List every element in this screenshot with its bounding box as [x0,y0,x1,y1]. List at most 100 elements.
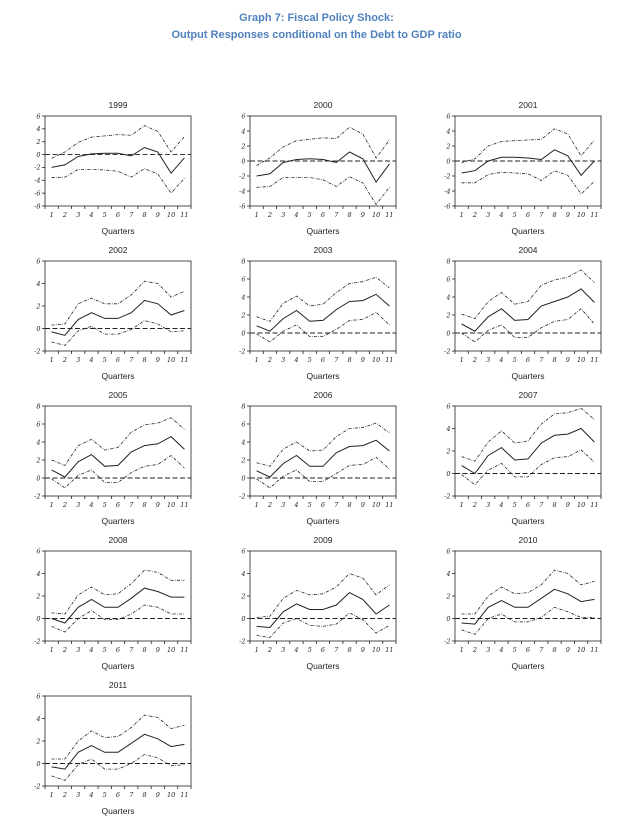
y-tick-label: 6 [36,547,40,555]
y-tick-label: -2 [34,164,40,172]
y-tick-label: -2 [34,782,40,790]
upper-band-line [256,573,390,618]
x-tick-label: 10 [577,356,585,364]
y-tick-label: 6 [36,420,40,428]
x-tick-label: 11 [180,646,188,654]
chart-panel-2007: 2007 6 4 2 0 -2 1 2 3 4 5 6 7 8 9 10 11 Quarters [418,389,623,534]
x-tick-label: 7 [129,791,134,799]
x-tick-label: 11 [180,356,188,364]
y-axis: 6 4 2 0 -2 [34,692,45,790]
x-tick-label: 7 [334,501,339,509]
x-tick-label: 7 [539,356,544,364]
x-tick-label: 9 [361,356,365,364]
plot-frame [249,405,397,497]
x-axis-title: Quarters [511,226,545,236]
x-tick-label: 4 [88,356,93,364]
y-tick-label: 4 [35,125,40,133]
chart-year-label: 2006 [313,390,333,400]
figure-title-line1: Graph 7: Fiscal Policy Shock: [239,12,394,24]
plot-area: 8 6 4 2 0 -2 1 2 3 4 5 6 7 8 9 10 11 [431,256,609,370]
x-tick-label: 8 [552,646,556,654]
x-tick-label: 3 [76,356,80,364]
x-tick-label: 3 [281,646,285,654]
y-tick-label: 0 [446,329,450,337]
x-tick-label: 10 [372,646,380,654]
x-axis: 1 2 3 4 5 6 7 8 9 10 11 [249,351,397,364]
lower-band-line [256,456,390,489]
y-axis: 8 6 4 2 0 -2 [34,402,45,500]
y-tick-label: 0 [241,329,245,337]
upper-band-line [256,422,390,467]
x-tick-label: 4 [498,356,503,364]
x-axis-title: Quarters [511,516,545,526]
x-axis-title: Quarters [101,226,135,236]
x-tick-label: 5 [513,501,517,509]
x-tick-label: 9 [566,646,570,654]
y-tick-label: -2 [239,637,245,645]
x-tick-label: 6 [321,501,325,509]
x-tick-label: 4 [293,501,298,509]
plot-area: 6 4 2 0 -2 -4 -6 -8 1 2 3 4 5 6 7 8 9 10 11 [21,111,199,225]
x-tick-label: 3 [486,646,490,654]
x-tick-label: 10 [577,646,585,654]
lower-band-line [256,311,390,343]
plot-area: 6 4 2 0 -2 1 2 3 4 5 6 7 8 9 10 11 [21,256,199,370]
x-tick-label: 8 [142,211,146,219]
x-axis: 1 2 3 4 5 6 7 8 9 10 11 [454,206,602,219]
x-tick-label: 9 [156,646,160,654]
y-tick-label: 0 [446,157,450,165]
x-tick-label: 8 [347,356,351,364]
x-tick-label: 7 [334,356,339,364]
x-tick-label: 2 [62,211,67,219]
chart-panel-2004: 2004 8 6 4 2 0 -2 1 2 3 4 5 6 7 8 9 10 11 Quarters [418,244,623,389]
y-axis: 6 4 2 0 -2 -4 -6 [239,112,250,210]
x-tick-label: 1 [50,501,54,509]
plot-area: 6 4 2 0 -2 1 2 3 4 5 6 7 8 9 10 11 [21,546,199,660]
x-tick-label: 8 [347,646,351,654]
y-tick-label: -2 [444,172,450,180]
y-tick-label: 4 [445,570,450,578]
response-line [461,149,595,177]
y-tick-label: 2 [445,142,450,150]
x-tick-label: 1 [255,356,259,364]
upper-band-line [461,569,595,615]
x-tick-label: 4 [293,211,298,219]
x-tick-label: 5 [103,501,107,509]
plot-area: 6 4 2 0 -2 -4 -6 1 2 3 4 5 6 7 8 9 10 11 [226,111,404,225]
y-axis: 8 6 4 2 0 -2 [239,402,250,500]
chart-panel-2005: 2005 8 6 4 2 0 -2 1 2 3 4 5 6 7 8 9 10 11 Quarters [8,389,213,534]
x-axis-title: Quarters [101,516,135,526]
y-tick-label: 2 [35,302,40,310]
y-tick-label: 0 [241,615,245,623]
x-axis-title: Quarters [101,661,135,671]
x-tick-label: 4 [293,356,298,364]
x-tick-label: 7 [129,356,134,364]
x-tick-label: 10 [372,211,380,219]
x-tick-label: 11 [590,356,598,364]
response-line [256,151,390,183]
x-tick-label: 7 [539,646,544,654]
x-tick-label: 11 [385,501,393,509]
x-tick-label: 5 [103,211,107,219]
lower-band-line [256,176,390,206]
x-tick-label: 3 [486,356,490,364]
response-line [461,588,595,625]
y-tick-label: -2 [444,347,450,355]
y-tick-label: 6 [36,112,40,120]
y-tick-label: -4 [34,177,40,185]
plot-area: 6 4 2 0 -2 -4 -6 1 2 3 4 5 6 7 8 9 10 11 [431,111,609,225]
chart-panel-2003: 2003 8 6 4 2 0 -2 1 2 3 4 5 6 7 8 9 10 11 Quarters [213,244,418,389]
upper-band-line [461,269,595,320]
x-tick-label: 10 [167,646,175,654]
x-tick-label: 11 [180,501,188,509]
y-tick-label: 8 [241,402,245,410]
x-axis: 1 2 3 4 5 6 7 8 9 10 11 [249,206,397,219]
x-tick-label: 9 [566,356,570,364]
y-tick-label: 0 [446,470,450,478]
x-tick-label: 6 [116,646,120,654]
x-tick-label: 3 [76,211,80,219]
x-tick-label: 4 [498,501,503,509]
